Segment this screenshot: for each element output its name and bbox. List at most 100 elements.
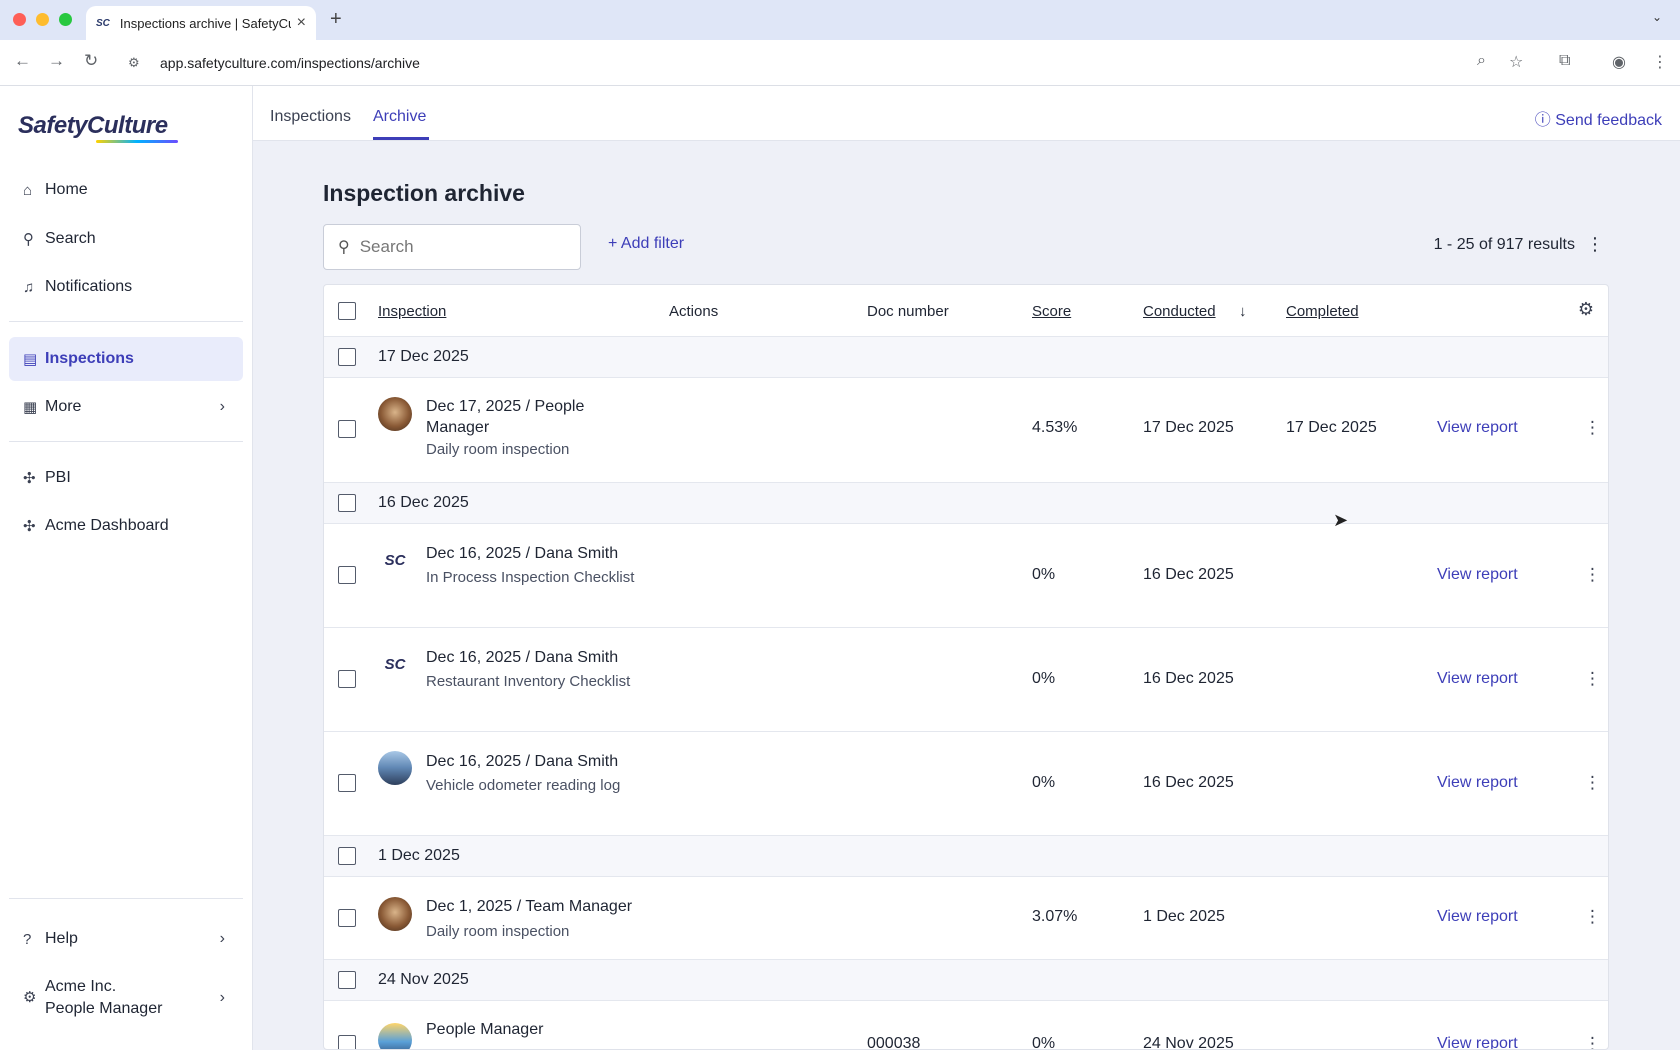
tab-list-chevron-icon[interactable]: ⌄	[1651, 10, 1662, 24]
inspection-template: In Process Inspection Checklist	[426, 569, 635, 586]
settings-gear-icon: ⚙	[23, 989, 37, 1006]
address-bar[interactable]: ⚙ app.safetyculture.com/inspections/arch…	[118, 46, 1518, 80]
view-report-link[interactable]: View report	[1437, 908, 1518, 925]
view-report-link[interactable]: View report	[1437, 774, 1518, 791]
doc-number: 000038	[867, 1035, 921, 1050]
tab-archive[interactable]: Archive	[373, 108, 427, 125]
sidebar-item-acme-dashboard[interactable]: ✣ Acme Dashboard	[9, 505, 243, 547]
conducted-date: 24 Nov 2025	[1143, 1035, 1234, 1050]
row-more-options-icon[interactable]: ⋮	[1584, 418, 1601, 437]
plus-icon: +	[608, 235, 621, 252]
minimize-window-button[interactable]	[36, 13, 49, 26]
more-options-icon[interactable]: ⋮	[1586, 234, 1604, 254]
view-report-link[interactable]: View report	[1437, 419, 1518, 436]
row-more-options-icon[interactable]: ⋮	[1584, 907, 1601, 926]
logo-swoosh	[96, 140, 178, 143]
column-conducted[interactable]: Conducted	[1143, 303, 1216, 320]
sidebar-item-inspections[interactable]: ▤ Inspections	[9, 337, 243, 381]
search-input[interactable]	[359, 237, 550, 257]
inspection-thumbnail	[378, 397, 412, 431]
row-more-options-icon[interactable]: ⋮	[1584, 773, 1601, 792]
row-checkbox[interactable]	[338, 670, 356, 688]
inspection-title[interactable]: Dec 1, 2025 / Team Manager	[426, 898, 633, 915]
inspection-title[interactable]: People Manager	[426, 1021, 544, 1038]
search-icon: ⚲	[23, 231, 34, 248]
inspection-title[interactable]: Dec 17, 2025 / People Manager	[426, 398, 585, 436]
extensions-icon[interactable]: ⧉	[1559, 52, 1571, 69]
row-more-options-icon[interactable]: ⋮	[1584, 669, 1601, 688]
chevron-right-icon: ›	[219, 989, 225, 1006]
group-checkbox[interactable]	[338, 494, 356, 512]
close-window-button[interactable]	[13, 13, 26, 26]
column-inspection[interactable]: Inspection	[378, 303, 447, 320]
conducted-date: 17 Dec 2025	[1143, 419, 1234, 436]
inspection-title[interactable]: Dec 16, 2025 / Dana Smith	[426, 649, 619, 666]
column-settings-gear-icon[interactable]: ⚙	[1577, 299, 1594, 319]
view-report-link[interactable]: View report	[1437, 1035, 1518, 1050]
row-checkbox[interactable]	[338, 1035, 356, 1049]
row-more-options-icon[interactable]: ⋮	[1584, 1034, 1601, 1050]
safetyculture-logo[interactable]: SafetyCulture	[18, 112, 168, 139]
results-count: 1 - 25 of 917 results	[1433, 236, 1575, 253]
inspection-title[interactable]: Dec 16, 2025 / Dana Smith	[426, 545, 619, 562]
group-checkbox[interactable]	[338, 971, 356, 989]
table-row[interactable]: Dec 16, 2025 / Dana Smith Vehicle odomet…	[324, 732, 1608, 836]
row-checkbox[interactable]	[338, 774, 356, 792]
group-checkbox[interactable]	[338, 348, 356, 366]
sidebar-item-more[interactable]: ▦ More ›	[9, 386, 243, 428]
sidebar-item-pbi[interactable]: ✣ PBI	[9, 457, 243, 499]
back-icon[interactable]: ←	[14, 51, 31, 70]
top-nav: Inspections Archive ⓘ Send feedback	[253, 86, 1680, 141]
date-group-row: 24 Nov 2025	[324, 960, 1608, 1001]
tab-selected-indicator	[373, 137, 429, 140]
sort-arrow-down-icon[interactable]: ↓	[1239, 303, 1247, 320]
bookmark-star-icon[interactable]: ☆	[1509, 54, 1524, 71]
sc-logo-thumbnail: SC	[378, 647, 412, 681]
score: 3.07%	[1032, 908, 1078, 925]
forward-icon[interactable]: →	[48, 51, 65, 70]
view-report-link[interactable]: View report	[1437, 670, 1518, 687]
view-report-link[interactable]: View report	[1437, 566, 1518, 583]
org-role: People Manager	[45, 1000, 163, 1017]
profile-icon[interactable]: ◉	[1612, 54, 1626, 71]
table-row[interactable]: People Manager 000038 0% 24 Nov 2025 Vie…	[324, 1001, 1608, 1050]
table-row[interactable]: Dec 17, 2025 / People Manager Daily room…	[324, 378, 1608, 483]
browser-tab[interactable]: SC Inspections archive | SafetyCulture ×	[86, 6, 316, 40]
row-more-options-icon[interactable]: ⋮	[1584, 565, 1601, 584]
zoom-icon[interactable]: ⌕	[1477, 52, 1486, 69]
add-filter-button[interactable]: + Add filter	[608, 235, 684, 253]
sidebar-item-help[interactable]: ? Help ›	[9, 918, 243, 960]
select-all-checkbox[interactable]	[338, 302, 356, 320]
row-checkbox[interactable]	[338, 420, 356, 438]
column-completed[interactable]: Completed	[1286, 303, 1359, 320]
browser-menu-icon[interactable]: ⋮	[1652, 54, 1668, 71]
table-row[interactable]: Dec 1, 2025 / Team Manager Daily room in…	[324, 877, 1608, 960]
sidebar-item-label: PBI	[45, 469, 71, 486]
search-field[interactable]: ⚲	[323, 224, 581, 270]
sidebar-item-search[interactable]: ⚲ Search	[9, 218, 243, 260]
sidebar-divider	[9, 321, 243, 322]
sidebar-item-label: More	[45, 398, 82, 415]
group-checkbox[interactable]	[338, 847, 356, 865]
table-row[interactable]: SC Dec 16, 2025 / Dana Smith Restaurant …	[324, 628, 1608, 732]
reload-icon[interactable]: ↻	[84, 51, 99, 70]
maximize-window-button[interactable]	[59, 13, 72, 26]
send-feedback-link[interactable]: ⓘ Send feedback	[1535, 106, 1662, 130]
favicon-icon: SC	[96, 17, 110, 29]
inspection-template: Daily room inspection	[426, 923, 570, 940]
site-settings-icon[interactable]: ⚙	[128, 55, 140, 70]
home-icon: ⌂	[23, 181, 33, 199]
sidebar-item-home[interactable]: ⌂ Home	[9, 169, 243, 211]
new-tab-icon[interactable]: +	[330, 8, 342, 30]
inspection-thumbnail	[378, 1023, 412, 1049]
tab-close-icon[interactable]: ×	[296, 14, 306, 31]
sidebar-item-notifications[interactable]: ♫ Notifications	[9, 266, 243, 308]
sidebar-item-organization[interactable]: ⚙ Acme Inc. People Manager ›	[9, 971, 243, 1025]
inspection-title[interactable]: Dec 16, 2025 / Dana Smith	[426, 753, 619, 770]
column-score[interactable]: Score	[1032, 303, 1072, 320]
row-checkbox[interactable]	[338, 909, 356, 927]
table-row[interactable]: SC Dec 16, 2025 / Dana Smith In Process …	[324, 524, 1608, 628]
row-checkbox[interactable]	[338, 566, 356, 584]
inspections-table: Inspection Actions Doc number Score Cond…	[323, 284, 1609, 1050]
tab-inspections[interactable]: Inspections	[270, 108, 351, 125]
